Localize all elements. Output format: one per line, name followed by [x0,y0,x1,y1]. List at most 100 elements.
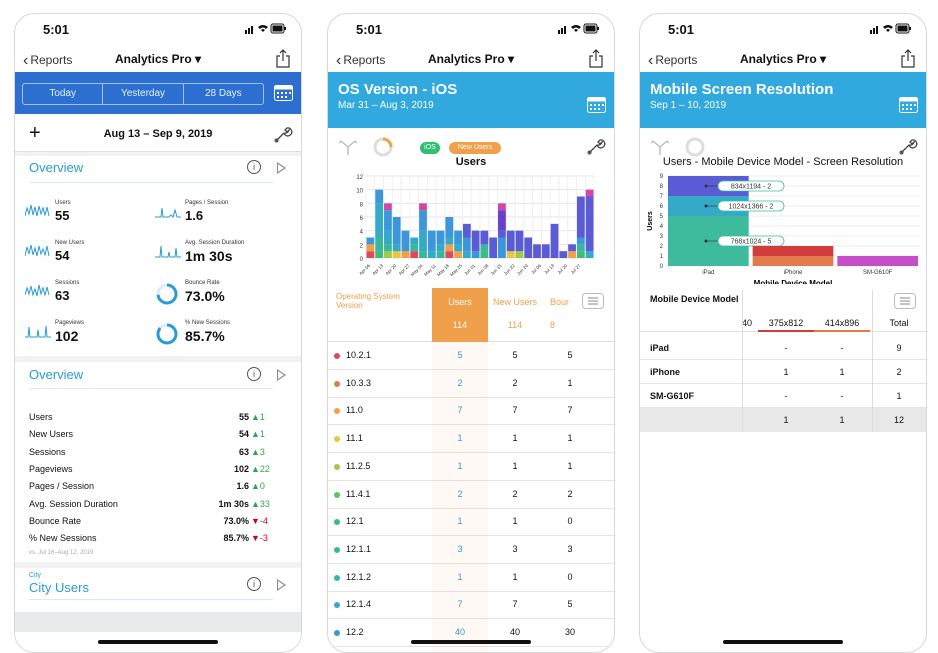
col-header-375x812[interactable]: 375x812 [768,318,804,328]
table-row[interactable]: 10.3.3 2 2 1 [328,370,614,398]
bar-segment[interactable] [533,244,541,258]
bar-segment[interactable] [541,244,550,258]
bar-segment[interactable] [436,251,445,258]
table-row[interactable]: 12.1.2 1 1 0 [328,564,614,592]
bar-segment[interactable] [524,237,533,259]
bar-segment[interactable] [454,230,462,245]
bar-segment[interactable] [410,237,419,245]
bar-segment[interactable] [384,210,392,231]
bar-segment[interactable] [419,230,427,252]
bar-segment[interactable] [445,217,454,238]
chart-type-icon[interactable] [372,136,394,158]
bar-segment[interactable] [401,230,410,252]
play-icon[interactable] [277,369,286,381]
bar-segment[interactable] [366,251,375,258]
calendar-icon[interactable] [587,96,606,113]
info-icon[interactable]: i [247,577,261,591]
back-button[interactable]: ‹ Reports [23,51,72,69]
bar-segment[interactable] [427,251,436,258]
play-icon[interactable] [277,579,286,591]
bar-segment[interactable] [445,244,454,252]
table-row[interactable]: 11.4.1 2 2 2 [328,481,614,509]
app-title-dropdown[interactable]: Analytics Pro ▾ [328,52,614,66]
bar-segment[interactable] [471,251,480,258]
bar-segment[interactable] [550,223,559,258]
table-row[interactable]: 11.1 1 1 1 [328,425,614,454]
wrench-icon[interactable] [586,136,606,156]
share-icon[interactable] [275,49,291,68]
table-row[interactable]: iPhone 1 1 2 [640,360,926,384]
bar-segment[interactable] [506,251,515,258]
segment-today[interactable]: Today [23,84,104,104]
bar-segment[interactable] [498,203,506,211]
bar-segment[interactable] [506,230,515,252]
bar-segment[interactable] [585,251,594,258]
col-header-total[interactable]: Total [889,318,909,328]
table-row[interactable]: 12.1.4 7 7 5 [328,591,614,620]
bar-segment[interactable] [427,230,436,252]
bar-segment[interactable] [498,237,506,259]
table-row[interactable]: 11.0 7 7 7 [328,397,614,426]
share-icon[interactable] [900,49,916,68]
bar-segment[interactable] [462,251,471,258]
bar-segment[interactable] [515,230,524,252]
bar-segment[interactable] [576,251,585,258]
bar-segment[interactable] [410,251,419,258]
bar-segment[interactable] [410,244,419,252]
col-header-partial[interactable]: 40 [741,318,752,328]
bar-segment[interactable] [366,237,375,245]
filter-pill-ios[interactable]: iOS [420,142,440,154]
table-row[interactable]: 12.1 1 1 0 [328,508,614,537]
bar-segment[interactable] [375,237,384,252]
bar-segment[interactable] [419,251,427,258]
menu-icon[interactable] [582,293,604,309]
back-button[interactable]: ‹ Reports [648,51,697,69]
bar-segment[interactable] [384,244,392,252]
filter-pill-new-users[interactable]: New Users [449,142,501,154]
bar-segment[interactable] [454,244,462,252]
bar-segment[interactable] [436,244,445,252]
chart-type-icon[interactable] [684,136,706,158]
bar-segment[interactable] [384,203,392,211]
bar-segment[interactable] [752,256,834,266]
bar-segment[interactable] [445,251,454,258]
bar-segment[interactable] [752,246,834,256]
bar-segment[interactable] [401,251,410,258]
date-range[interactable]: Aug 13 – Sep 9, 2019 [103,128,213,140]
col-users-header[interactable]: Users 114 [432,288,488,342]
bar-segment[interactable] [375,251,384,258]
bar-segment[interactable] [568,251,576,258]
bar-segment[interactable] [515,251,524,258]
bar-segment[interactable] [576,244,585,252]
bar-segment[interactable] [576,196,585,238]
wrench-icon[interactable] [898,136,918,156]
bar-segment[interactable] [498,230,506,238]
bar-segment[interactable] [384,230,392,245]
bar-segment[interactable] [375,203,384,238]
app-title-dropdown[interactable]: Analytics Pro ▾ [15,52,301,66]
bar-segment[interactable] [445,237,454,245]
share-icon[interactable] [588,49,604,68]
info-icon[interactable]: i [247,367,261,381]
bar-segment[interactable] [489,237,498,259]
bar-segment[interactable] [568,244,576,252]
bar-segment[interactable] [392,251,401,258]
bar-segment[interactable] [366,244,375,252]
table-row[interactable]: 12.1.1 3 3 3 [328,536,614,564]
bar-segment[interactable] [837,256,918,266]
table-row[interactable]: SM-G610F - - 1 [640,384,926,408]
app-title-dropdown[interactable]: Analytics Pro ▾ [640,52,926,66]
segment-icon[interactable] [650,138,670,156]
bar-segment[interactable] [585,189,594,197]
table-row[interactable]: iPad - - 9 [640,336,926,360]
bar-segment[interactable] [375,189,384,204]
table-row[interactable]: 10.2.1 5 5 5 [328,342,614,370]
wrench-icon[interactable] [273,124,293,144]
back-button[interactable]: ‹ Reports [336,51,385,69]
col-header-414x896[interactable]: 414x896 [824,318,860,328]
bar-segment[interactable] [384,251,392,258]
segment-28-days[interactable]: 28 Days [204,88,242,99]
col-model-header[interactable]: Mobile Device Model [650,294,739,304]
bar-segment[interactable] [480,230,489,245]
bar-segment[interactable] [480,251,489,258]
